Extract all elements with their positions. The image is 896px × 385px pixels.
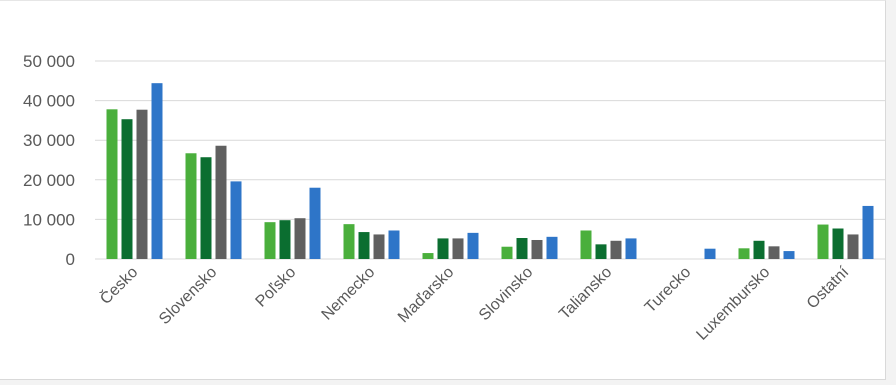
bar bbox=[610, 240, 622, 259]
bar bbox=[121, 119, 133, 259]
bar bbox=[294, 218, 306, 259]
bar bbox=[151, 83, 163, 260]
bar bbox=[279, 220, 291, 259]
bar bbox=[437, 238, 449, 259]
x-tick-label: Luxembursko bbox=[693, 264, 773, 344]
bar bbox=[501, 246, 513, 259]
bar bbox=[753, 240, 765, 259]
bar bbox=[373, 234, 385, 259]
bar bbox=[106, 109, 118, 259]
bar bbox=[738, 248, 750, 259]
bar bbox=[531, 239, 543, 259]
x-tick-label: Nemecko bbox=[319, 264, 379, 324]
bar bbox=[264, 222, 276, 259]
bar-chart: 0 10 000 20 000 30 000 40 000 50 000 Česko Slo… bbox=[23, 52, 885, 344]
x-tick-label: Maďarsko bbox=[395, 264, 457, 326]
bar bbox=[388, 230, 400, 259]
y-tick-label: 40 000 bbox=[23, 92, 75, 111]
bar bbox=[704, 248, 716, 259]
bar bbox=[768, 246, 780, 259]
x-tick-label: Slovinsko bbox=[476, 264, 537, 325]
bar bbox=[580, 230, 592, 259]
x-tick-label: Taliansko bbox=[556, 264, 615, 323]
bar bbox=[817, 224, 829, 259]
y-tick-label: 50 000 bbox=[23, 52, 75, 71]
bar bbox=[452, 238, 464, 259]
bar bbox=[625, 238, 637, 259]
gridlines bbox=[95, 60, 885, 260]
bar bbox=[185, 153, 197, 259]
bar bbox=[215, 145, 227, 259]
bar bbox=[546, 236, 558, 259]
y-tick-label: 0 bbox=[66, 250, 75, 269]
bar bbox=[200, 157, 212, 259]
x-tick-label: Česko bbox=[96, 262, 142, 308]
bar bbox=[343, 224, 355, 259]
bar bbox=[230, 181, 242, 259]
bar bbox=[783, 251, 795, 259]
bars bbox=[106, 83, 874, 260]
bar bbox=[832, 228, 844, 259]
bar bbox=[136, 109, 148, 259]
y-axis: 0 10 000 20 000 30 000 40 000 50 000 bbox=[23, 52, 75, 269]
bar bbox=[595, 244, 607, 259]
bar bbox=[467, 232, 479, 259]
bar bbox=[358, 232, 370, 259]
x-axis: Česko Slovensko Poľsko Nemecko Maďarsko Slovi… bbox=[96, 262, 853, 343]
bar bbox=[862, 205, 874, 259]
bar bbox=[847, 234, 859, 259]
bar bbox=[516, 238, 528, 259]
bar bbox=[422, 253, 434, 259]
y-tick-label: 20 000 bbox=[23, 171, 75, 190]
bar bbox=[309, 187, 321, 259]
chart-frame: 0 10 000 20 000 30 000 40 000 50 000 Česko Slo… bbox=[0, 0, 886, 380]
x-tick-label: Turecko bbox=[642, 264, 695, 317]
y-tick-label: 10 000 bbox=[23, 210, 75, 229]
x-tick-label: Slovensko bbox=[156, 264, 220, 328]
x-tick-label: Poľsko bbox=[253, 264, 300, 311]
y-tick-label: 30 000 bbox=[23, 131, 75, 150]
x-tick-label: Ostatní bbox=[804, 263, 853, 312]
